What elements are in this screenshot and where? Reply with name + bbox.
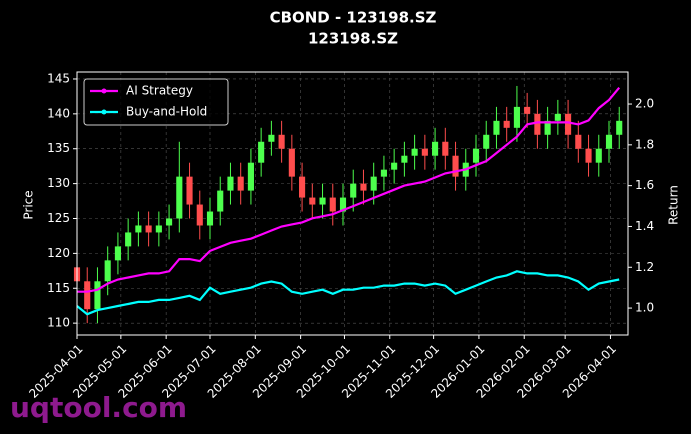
candle-body — [339, 197, 347, 212]
y2-tick-label: 1.8 — [635, 137, 654, 151]
candle-body — [391, 162, 398, 170]
plot-frame — [76, 71, 629, 336]
legend-marker — [101, 88, 107, 94]
y-tick-label: 120 — [47, 246, 70, 260]
candle-body — [585, 148, 592, 163]
candle-body — [401, 155, 408, 163]
candle-body — [565, 113, 572, 135]
series-line — [76, 270, 620, 316]
y-tick-label: 145 — [47, 71, 70, 85]
candle-body — [258, 141, 265, 163]
candle-body — [442, 141, 449, 156]
y2-tick-label: 1.2 — [635, 260, 654, 274]
y2-axis-label: Return — [667, 185, 681, 225]
y-tick-label: 110 — [47, 316, 70, 330]
candle-body — [493, 120, 500, 135]
candle-body — [268, 134, 275, 142]
candle-body — [104, 260, 111, 282]
legend-label: Buy-and-Hold — [126, 105, 207, 119]
candle-body — [360, 183, 367, 191]
candle-body — [319, 197, 326, 205]
candle-body — [421, 148, 428, 156]
candle-body — [288, 148, 295, 177]
candle-body — [145, 225, 152, 233]
candle-body — [370, 176, 377, 191]
candle-body — [176, 176, 183, 219]
candle-body — [309, 197, 316, 205]
y2-tick-label: 1.0 — [635, 301, 654, 315]
y-tick-label: 135 — [47, 141, 70, 155]
candle-body — [595, 148, 602, 163]
candle-body — [350, 183, 357, 198]
y-tick-label: 115 — [47, 281, 70, 295]
candle-body — [452, 155, 459, 177]
candle-body — [166, 218, 173, 226]
legend-marker — [101, 109, 107, 115]
candle-body — [135, 225, 142, 233]
candle-body — [94, 281, 101, 310]
candle-body — [503, 120, 510, 128]
candle-body — [483, 134, 490, 149]
candle-body — [329, 197, 336, 212]
candle-body — [247, 162, 254, 191]
y-axis-label: Price — [22, 190, 36, 219]
candle-body — [534, 113, 541, 135]
y2-tick-label: 1.4 — [635, 219, 654, 233]
candle-body — [524, 106, 531, 114]
candle-body — [237, 176, 244, 191]
candle-body — [155, 225, 162, 233]
candle-body — [432, 141, 439, 156]
candle-body — [554, 113, 561, 121]
candle-body — [114, 246, 121, 261]
candle-body — [125, 232, 132, 247]
y2-tick-label: 1.6 — [635, 178, 654, 192]
candle-body — [186, 176, 193, 205]
candle-body — [196, 204, 203, 226]
candle-body — [544, 120, 551, 135]
y-tick-label: 125 — [47, 211, 70, 225]
candle-body — [472, 148, 480, 163]
y-tick-label: 140 — [47, 106, 70, 120]
series-line — [77, 86, 621, 293]
legend-box — [83, 78, 229, 126]
candle-body — [575, 134, 582, 149]
candle-body — [616, 120, 623, 135]
watermark: uqtool.com — [10, 391, 187, 424]
chart-subtitle: 123198.SZ — [308, 30, 398, 48]
candle-body — [605, 134, 613, 149]
y-tick-label: 130 — [47, 176, 70, 190]
candle-body — [84, 281, 91, 310]
candle-body — [278, 134, 285, 149]
candle-body — [227, 176, 234, 191]
chart-title: CBOND - 123198.SZ — [270, 9, 437, 27]
candle-body — [206, 211, 214, 226]
legend-label: AI Strategy — [126, 84, 193, 98]
candle-body — [299, 176, 306, 198]
candle-body — [513, 106, 520, 128]
candle-body — [217, 190, 224, 212]
y2-tick-label: 2.0 — [635, 97, 654, 111]
candle-body — [411, 148, 418, 156]
candle-body — [380, 169, 387, 177]
